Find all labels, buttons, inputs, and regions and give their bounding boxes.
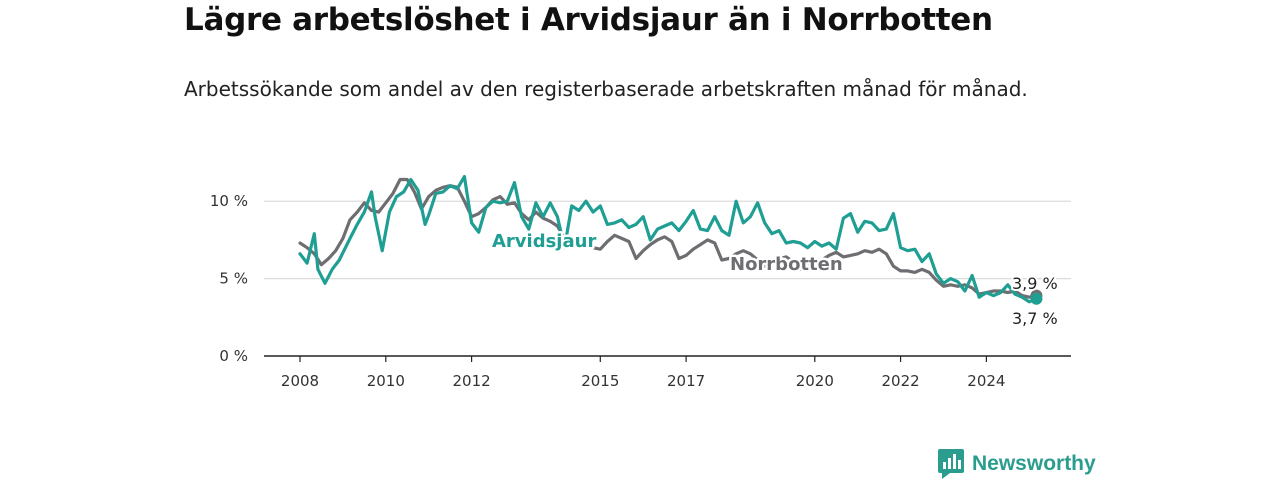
axes: 0 % 5 % 10 % 2008 2010 2012 2015 2017 2020 2022 20…	[210, 192, 1071, 390]
newsworthy-logo-icon	[938, 449, 964, 479]
x-tick-label: 2012	[453, 372, 491, 390]
y-tick-label: 5 %	[219, 270, 248, 288]
brand: Newsworthy	[938, 449, 1096, 479]
labels: Arvidsjaur Norrbotten 3,9 % 3,7 %	[490, 229, 1060, 331]
series-label-arvidsjaur: Arvidsjaur	[492, 231, 596, 252]
y-tick-label: 0 %	[219, 347, 248, 365]
chart-subtitle: Arbetssökande som andel av den registerb…	[184, 77, 1028, 101]
x-tick-label: 2015	[581, 372, 619, 390]
series-line-arvidsjaur	[298, 174, 1038, 304]
end-point-arvidsjaur	[1030, 292, 1043, 305]
x-tick-label: 2024	[967, 372, 1005, 390]
series-label-norrbotten: Norrbotten	[730, 254, 843, 275]
brand-name: Newsworthy	[972, 452, 1096, 475]
x-tick-label: 2017	[667, 372, 705, 390]
x-tick-label: 2022	[881, 372, 919, 390]
end-label-arvidsjaur: 3,7 %	[1012, 309, 1058, 328]
x-tick-label: 2020	[796, 372, 834, 390]
y-tick-label: 10 %	[210, 192, 248, 210]
end-label-norrbotten: 3,9 %	[1012, 274, 1058, 293]
series-line-norrbotten	[298, 177, 1038, 299]
x-tick-label: 2008	[281, 372, 319, 390]
x-tick-label: 2010	[367, 372, 405, 390]
series	[298, 174, 1043, 305]
chart-title: Lägre arbetslöshet i Arvidsjaur än i Nor…	[184, 2, 993, 38]
